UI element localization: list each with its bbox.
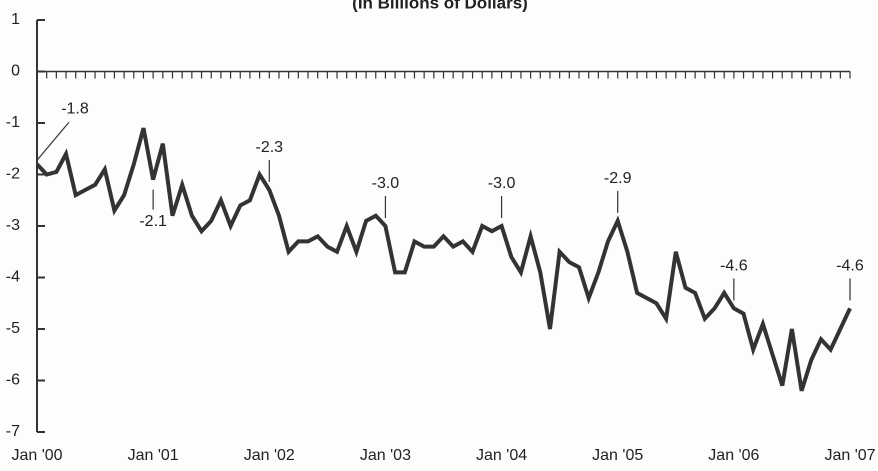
y-tick-label: -7	[6, 423, 20, 440]
x-tick-label: Jan '05	[592, 447, 643, 464]
x-tick-label: Jan '02	[244, 447, 295, 464]
data-label: -3.0	[488, 175, 516, 192]
y-tick-label: 0	[11, 63, 20, 80]
y-tick-label: -1	[6, 114, 20, 131]
y-tick-label: 1	[11, 11, 20, 28]
y-tick-label: -3	[6, 217, 20, 234]
data-line	[35, 127, 852, 392]
leader-line	[36, 121, 70, 161]
x-tick-label: Jan '04	[476, 447, 527, 464]
x-tick-label: Jan '07	[824, 447, 875, 464]
y-tick-label: -6	[6, 372, 20, 389]
data-label: -4.6	[836, 258, 864, 275]
data-label: -2.9	[604, 170, 632, 187]
x-tick-label: Jan '03	[360, 447, 411, 464]
data-label: -1.8	[61, 100, 89, 117]
data-label: -2.1	[139, 213, 167, 230]
chart-title: (In Billions of Dollars)	[352, 0, 528, 12]
data-label: -2.3	[255, 139, 283, 156]
y-tick-label: -2	[6, 166, 20, 183]
data-label: -3.0	[372, 175, 400, 192]
y-tick-label: -4	[6, 269, 20, 286]
x-tick-label: Jan '06	[708, 447, 759, 464]
x-tick-label: Jan '00	[11, 447, 62, 464]
y-tick-label: -5	[6, 320, 20, 337]
x-tick-label: Jan '01	[128, 447, 179, 464]
data-label: -4.6	[720, 258, 748, 275]
